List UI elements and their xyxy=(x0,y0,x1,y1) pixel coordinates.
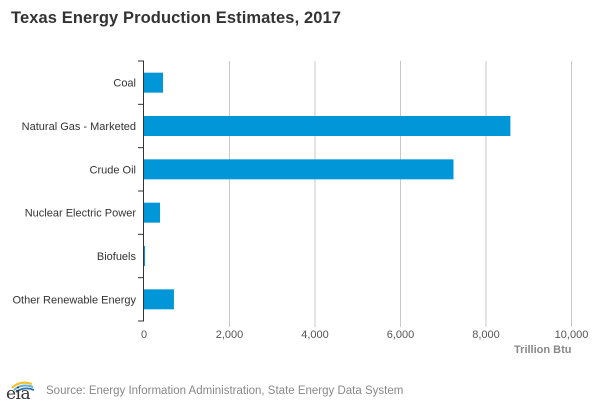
category-label: Other Renewable Energy xyxy=(12,294,136,306)
x-tick-label: 8,000 xyxy=(472,329,500,341)
category-label: Coal xyxy=(113,78,136,90)
category-label: Natural Gas - Marketed xyxy=(22,121,136,133)
x-tick-label: 6,000 xyxy=(387,329,415,341)
eia-logo: eia xyxy=(6,378,36,404)
eia-logo-swoosh-icon xyxy=(11,381,35,393)
bar-biofuels xyxy=(144,246,145,266)
bar-nuclear-electric-power xyxy=(144,202,161,223)
x-tick-label: 4,000 xyxy=(301,329,329,341)
footer: eia Source: Energy Information Administr… xyxy=(6,378,403,404)
chart-title: Texas Energy Production Estimates, 2017 xyxy=(11,9,342,27)
x-tick-label: 10,000 xyxy=(555,329,589,341)
x-tick-label: 0 xyxy=(141,329,147,341)
x-tick-label: 2,000 xyxy=(216,329,244,341)
bar-natural-gas-marketed xyxy=(144,116,511,136)
category-label: Biofuels xyxy=(97,251,137,263)
bar-coal xyxy=(144,72,164,93)
x-axis-unit-label: Trillion Btu xyxy=(514,344,571,356)
source-note: Source: Energy Information Administratio… xyxy=(46,385,404,397)
category-label: Nuclear Electric Power xyxy=(25,208,137,220)
category-label: Crude Oil xyxy=(90,164,136,176)
bar-other-renewable-energy xyxy=(144,289,174,310)
bar-crude-oil xyxy=(144,159,454,180)
eia-logo-text: eia xyxy=(6,384,31,404)
